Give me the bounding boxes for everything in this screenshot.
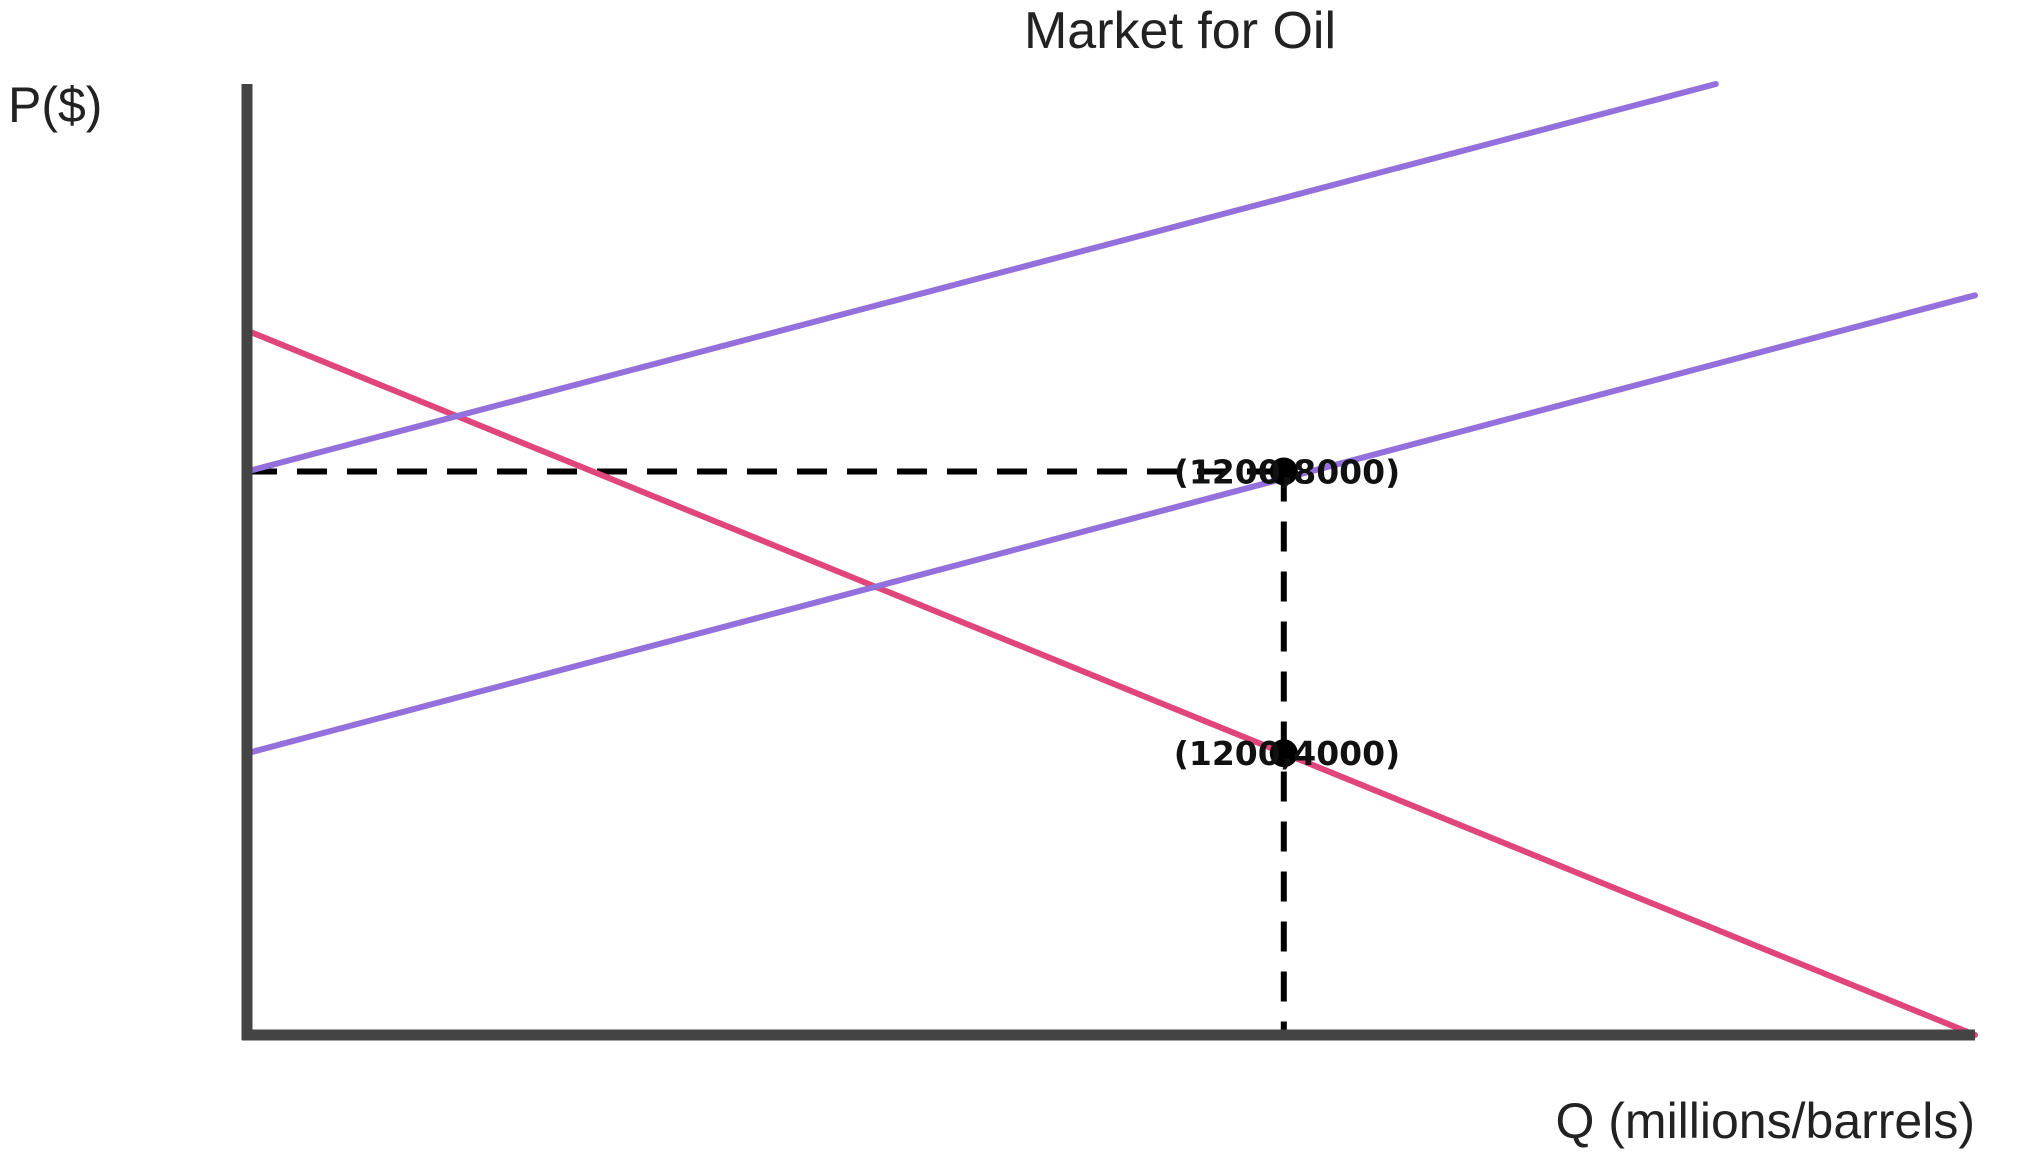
data-point-label-1: (1200,8000) [1174, 452, 1400, 491]
data-point-2 [1269, 739, 1298, 768]
y-axis-label: P($) [8, 77, 102, 133]
supply-line-3 [244, 81, 1719, 475]
demand-line-1 [244, 327, 1978, 1038]
plot-area: (1200,8000) (1200,4000) [241, 81, 1978, 1041]
supply-line-2 [244, 292, 1978, 757]
x-axis-label: Q (millions/barrels) [1555, 1093, 1975, 1149]
chart-title: Market for Oil [1024, 2, 1336, 60]
data-point-label-2: (1200,4000) [1174, 734, 1400, 773]
data-point-1 [1269, 457, 1298, 486]
